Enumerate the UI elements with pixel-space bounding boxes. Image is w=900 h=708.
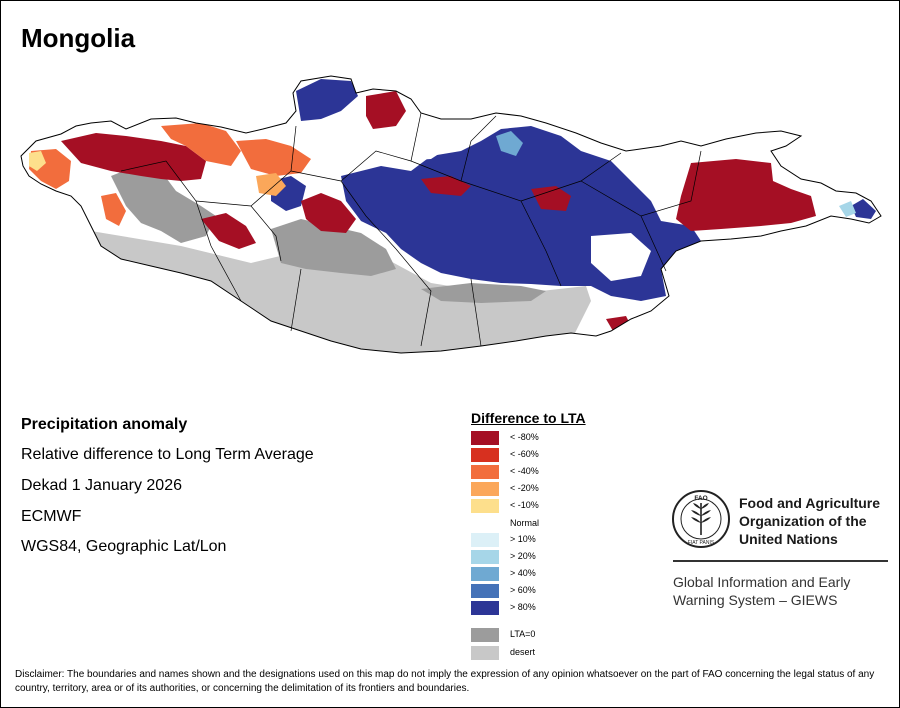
legend-swatch: [471, 431, 499, 445]
legend-swatch: [471, 499, 499, 513]
zone-wet-north: [296, 79, 358, 121]
info-date: Dekad 1 January 2026: [21, 477, 182, 494]
legend-swatch: [471, 628, 499, 642]
zone-desert: [91, 231, 591, 353]
fao-name-line: Organization of the: [739, 513, 867, 529]
legend-label: < -60%: [510, 449, 539, 459]
legend-label: > 40%: [510, 568, 536, 578]
fao-motto: FIAT PANIS: [688, 540, 715, 546]
zone-dry-light-orange: [256, 173, 286, 196]
giews-line: Global Information and Early: [673, 574, 851, 590]
zone-dry-west: [61, 133, 206, 181]
legend-label: < -20%: [510, 483, 539, 493]
legend-swatch: [471, 550, 499, 564]
zone-dry-yellow: [29, 151, 46, 171]
zone-dry-ne: [531, 186, 571, 211]
legend-swatch: [471, 448, 499, 462]
legend-swatch: [471, 601, 499, 615]
info-projection: WGS84, Geographic Lat/Lon: [21, 538, 227, 555]
zone-lta-zero-south: [421, 283, 546, 303]
fao-emblem-text: FAO: [694, 495, 707, 502]
legend-label: > 20%: [510, 551, 536, 561]
zone-dry-orange-northwest: [161, 123, 241, 166]
divider: [673, 560, 888, 562]
map-title: Mongolia: [21, 23, 136, 53]
info-description: Relative difference to Long Term Average: [21, 446, 314, 463]
legend-label: < -80%: [510, 432, 539, 442]
info-source: ECMWF: [21, 508, 82, 525]
legend-label: < -10%: [510, 500, 539, 510]
giews-line: Warning System – GIEWS: [673, 592, 838, 608]
zone-dry-north: [366, 91, 406, 129]
fao-name-line: United Nations: [739, 531, 838, 547]
legend-swatch: [471, 533, 499, 547]
zone-dry-southwest: [201, 213, 256, 249]
legend-label: LTA=0: [510, 629, 536, 639]
anomaly-raster: [29, 79, 876, 353]
legend-title: Difference to LTA: [471, 410, 586, 426]
legend-swatch: [471, 465, 499, 479]
country-border: [20, 75, 882, 354]
fao-name-line: Food and Agriculture: [739, 495, 881, 511]
legend-label: > 80%: [510, 602, 536, 612]
zone-wet-far-east: [851, 199, 876, 219]
legend-swatch: [471, 482, 499, 496]
zone-moderate-wet: [496, 131, 523, 156]
legend-label: > 10%: [510, 534, 536, 544]
legend-swatch: [471, 584, 499, 598]
legend-label: < -40%: [510, 466, 539, 476]
province-boundaries: [120, 112, 702, 347]
legend-swatch: [471, 646, 499, 660]
fao-emblem-icon: FAO FIAT PANIS: [672, 490, 730, 548]
zone-lta-zero-west: [111, 166, 216, 243]
giews-name: Global Information and Early Warning Sys…: [673, 573, 850, 609]
legend-normal-label: Normal: [510, 518, 540, 528]
zone-dry-orange-north: [236, 139, 311, 176]
zone-dry-orange-southwest: [101, 193, 126, 226]
legend-swatch: [471, 567, 499, 581]
zone-dry-central: [301, 193, 356, 233]
zone-dry-east: [676, 159, 816, 231]
legend-label: > 60%: [510, 585, 536, 595]
anomaly-map: [20, 75, 882, 354]
zone-slight-wet: [839, 201, 856, 217]
legend-label: desert: [510, 647, 536, 657]
zone-dry-mid: [421, 176, 471, 196]
info-heading: Precipitation anomaly: [21, 416, 188, 433]
zone-normal-south-east: [591, 233, 651, 281]
fao-name: Food and Agriculture Organization of the…: [739, 494, 880, 548]
disclaimer: Disclaimer: The boundaries and names sho…: [15, 669, 875, 694]
zone-lta-zero-central: [271, 219, 396, 276]
